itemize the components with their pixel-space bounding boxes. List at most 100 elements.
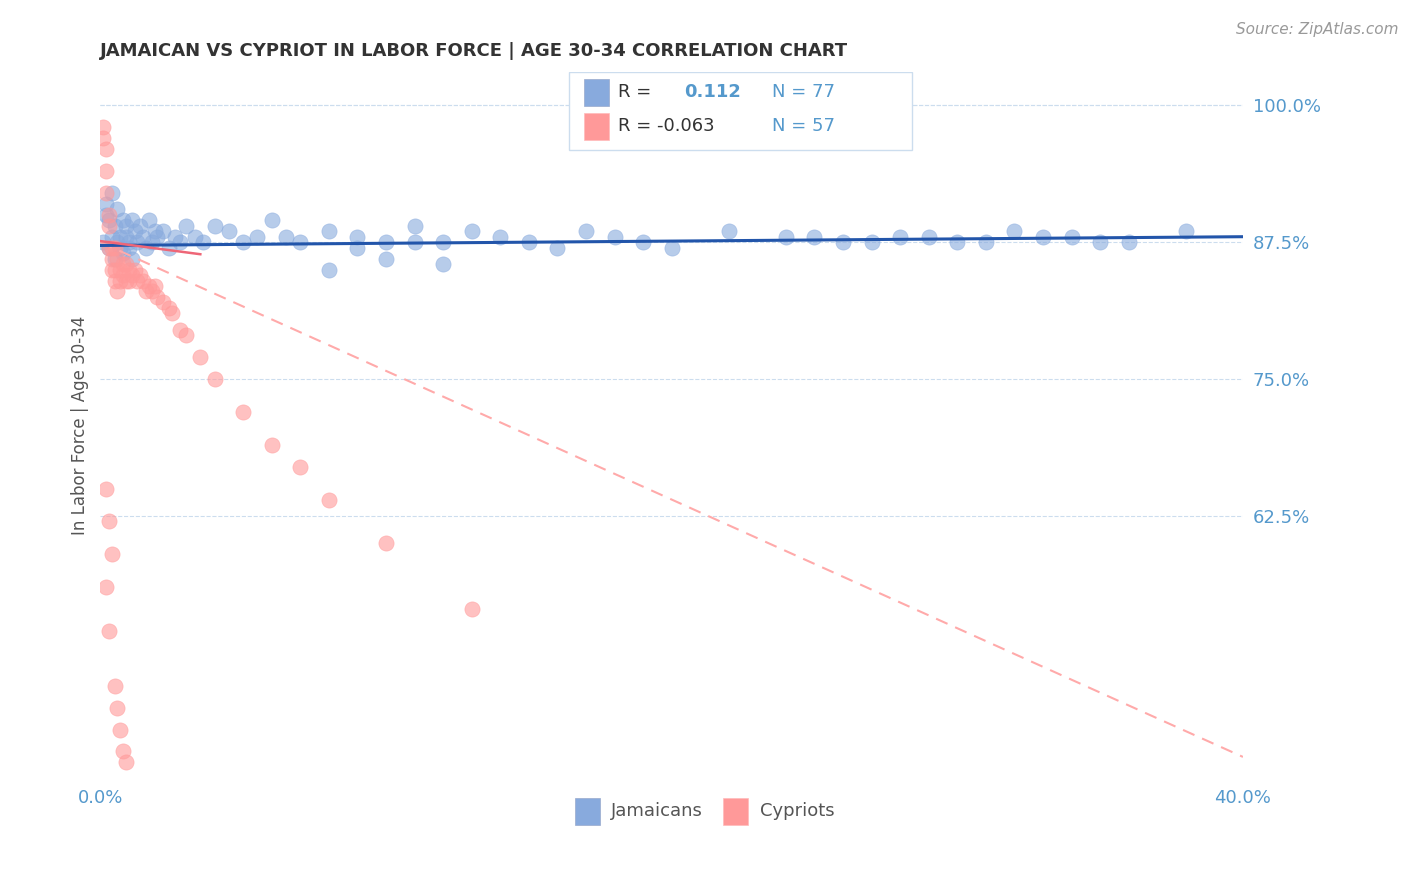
Point bbox=[432, 257, 454, 271]
Point bbox=[101, 252, 124, 266]
Point bbox=[135, 241, 157, 255]
Point bbox=[375, 252, 398, 266]
Bar bbox=[723, 798, 748, 825]
Point bbox=[118, 241, 141, 255]
Point bbox=[661, 241, 683, 255]
Point bbox=[1088, 235, 1111, 250]
Point bbox=[169, 235, 191, 250]
Point bbox=[460, 224, 482, 238]
Point bbox=[193, 235, 215, 250]
Point bbox=[232, 235, 254, 250]
Point bbox=[375, 536, 398, 550]
Point bbox=[91, 131, 114, 145]
Point bbox=[94, 197, 117, 211]
Point bbox=[290, 459, 312, 474]
Point bbox=[112, 246, 135, 260]
Point bbox=[138, 213, 160, 227]
Point bbox=[112, 213, 135, 227]
Point bbox=[94, 186, 117, 200]
Point bbox=[346, 241, 368, 255]
Point bbox=[174, 219, 197, 233]
Point bbox=[1060, 229, 1083, 244]
Text: R =: R = bbox=[619, 83, 651, 101]
Point bbox=[115, 257, 138, 271]
Point bbox=[460, 602, 482, 616]
Point bbox=[107, 700, 129, 714]
Point bbox=[832, 235, 855, 250]
Point bbox=[290, 235, 312, 250]
Point bbox=[118, 235, 141, 250]
Point bbox=[97, 241, 120, 255]
Point bbox=[104, 252, 127, 266]
Point bbox=[946, 235, 969, 250]
Point bbox=[118, 262, 141, 277]
Point bbox=[1004, 224, 1026, 238]
Text: JAMAICAN VS CYPRIOT IN LABOR FORCE | AGE 30-34 CORRELATION CHART: JAMAICAN VS CYPRIOT IN LABOR FORCE | AGE… bbox=[100, 42, 848, 60]
Point bbox=[152, 295, 174, 310]
Point bbox=[101, 186, 124, 200]
Point bbox=[717, 224, 740, 238]
Point bbox=[160, 306, 183, 320]
Point bbox=[183, 229, 205, 244]
Point bbox=[104, 262, 127, 277]
Point bbox=[163, 229, 186, 244]
Point bbox=[146, 229, 169, 244]
Point bbox=[404, 219, 426, 233]
Point bbox=[121, 213, 143, 227]
Point bbox=[127, 235, 149, 250]
Point bbox=[575, 224, 598, 238]
Point bbox=[110, 723, 132, 737]
Point bbox=[115, 756, 138, 770]
Point bbox=[115, 273, 138, 287]
Point bbox=[129, 268, 152, 282]
Point bbox=[188, 350, 211, 364]
Point bbox=[94, 482, 117, 496]
Point bbox=[260, 438, 283, 452]
Bar bbox=[583, 112, 609, 139]
Point bbox=[174, 328, 197, 343]
Point bbox=[97, 624, 120, 638]
Point bbox=[375, 235, 398, 250]
Point bbox=[110, 241, 132, 255]
Point bbox=[104, 273, 127, 287]
Point bbox=[97, 208, 120, 222]
Point bbox=[127, 273, 149, 287]
Point bbox=[118, 273, 141, 287]
Text: N = 77: N = 77 bbox=[772, 83, 835, 101]
Text: Cypriots: Cypriots bbox=[759, 802, 834, 821]
Point bbox=[112, 268, 135, 282]
Point bbox=[97, 213, 120, 227]
Point bbox=[124, 262, 146, 277]
Point bbox=[91, 120, 114, 135]
Point bbox=[803, 229, 825, 244]
Point bbox=[107, 285, 129, 299]
Point bbox=[432, 235, 454, 250]
Point bbox=[101, 547, 124, 561]
Point bbox=[94, 164, 117, 178]
Point bbox=[152, 224, 174, 238]
Text: 0.112: 0.112 bbox=[685, 83, 741, 101]
Point bbox=[110, 262, 132, 277]
Point bbox=[94, 208, 117, 222]
Point bbox=[318, 492, 340, 507]
Point bbox=[115, 219, 138, 233]
Point bbox=[121, 252, 143, 266]
Bar bbox=[575, 798, 600, 825]
Point bbox=[1174, 224, 1197, 238]
Text: Jamaicans: Jamaicans bbox=[612, 802, 703, 821]
Point bbox=[318, 224, 340, 238]
Point bbox=[603, 229, 626, 244]
Point bbox=[974, 235, 997, 250]
Point bbox=[143, 279, 166, 293]
Point bbox=[204, 219, 226, 233]
Text: Source: ZipAtlas.com: Source: ZipAtlas.com bbox=[1236, 22, 1399, 37]
FancyBboxPatch shape bbox=[569, 72, 911, 150]
Point bbox=[94, 580, 117, 594]
Point bbox=[112, 744, 135, 758]
Point bbox=[138, 279, 160, 293]
Point bbox=[404, 235, 426, 250]
Point bbox=[169, 323, 191, 337]
Point bbox=[1118, 235, 1140, 250]
Bar bbox=[583, 78, 609, 105]
Point bbox=[132, 229, 155, 244]
